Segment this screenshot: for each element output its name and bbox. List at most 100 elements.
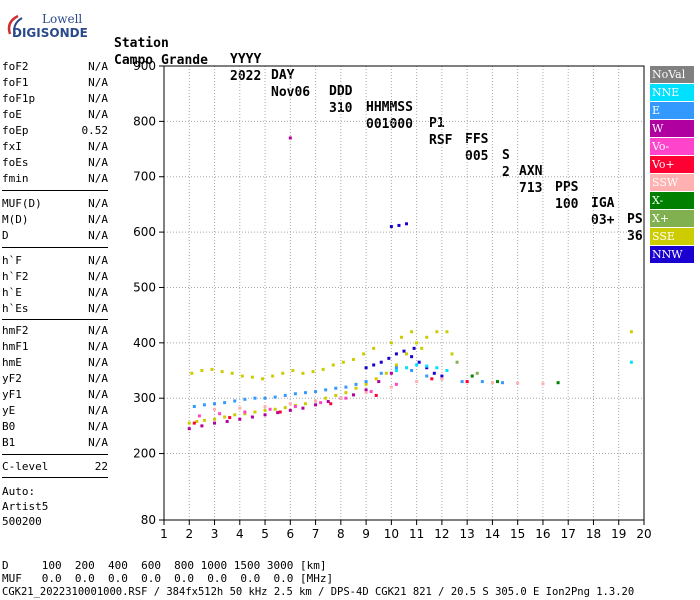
param-value: N/A — [88, 172, 108, 185]
data-point — [314, 399, 318, 403]
c-level-row: C-level 22 — [2, 459, 108, 474]
legend-item-e: E — [650, 102, 694, 119]
param-name: MUF(D) — [2, 197, 42, 210]
param-value: N/A — [88, 108, 108, 121]
data-point — [263, 413, 267, 417]
auto-label: Auto: — [2, 485, 36, 498]
data-point — [379, 371, 383, 375]
param-name: fmin — [2, 172, 29, 185]
x-tick-label: 15 — [510, 527, 525, 541]
y-tick-label: 400 — [133, 336, 156, 350]
header-label-p1: P1 — [429, 116, 445, 131]
param-name: B1 — [2, 436, 16, 449]
data-point — [213, 421, 217, 425]
data-point — [288, 402, 292, 406]
data-point — [233, 399, 237, 403]
series-e — [192, 366, 505, 408]
header-value-axn: 713 — [519, 181, 543, 196]
data-point — [291, 369, 295, 373]
data-point — [341, 360, 345, 364]
param-row: yF2 N/A — [2, 371, 108, 386]
data-point — [344, 385, 348, 389]
data-point — [364, 388, 368, 392]
legend-item-ssw: SSW — [650, 174, 694, 191]
series-nne — [394, 360, 633, 373]
data-point — [374, 377, 378, 381]
param-row: hmE N/A — [2, 355, 108, 370]
data-point — [213, 417, 217, 421]
y-tick-label: 600 — [133, 225, 156, 239]
series-nnw — [364, 222, 444, 378]
y-tick-label: 900 — [133, 59, 156, 73]
param-row: h`F2 N/A — [2, 269, 108, 284]
data-point — [324, 396, 328, 400]
param-row: h`F N/A — [2, 253, 108, 268]
legend-item-nne: NNE — [650, 84, 694, 101]
divider — [2, 454, 108, 455]
param-value: N/A — [88, 388, 108, 401]
data-point — [228, 416, 232, 420]
data-point — [480, 380, 484, 384]
data-point — [187, 421, 191, 425]
param-row: foE N/A — [2, 107, 108, 122]
data-point — [250, 415, 254, 419]
data-point — [379, 360, 383, 364]
data-point — [410, 330, 414, 334]
data-point — [200, 369, 204, 373]
param-name: foF1p — [2, 92, 36, 105]
data-point — [281, 371, 285, 375]
param-row: hmF2 N/A — [2, 323, 108, 338]
data-point — [225, 419, 229, 423]
param-row: yE N/A — [2, 403, 108, 418]
data-point — [276, 411, 280, 415]
data-point — [432, 371, 436, 375]
data-point — [202, 403, 206, 407]
param-name: D — [2, 229, 9, 242]
param-name: foE — [2, 108, 22, 121]
data-point — [324, 388, 328, 392]
data-point — [372, 363, 376, 367]
data-point — [435, 330, 439, 334]
data-point — [197, 414, 201, 418]
param-value: N/A — [88, 420, 108, 433]
legend-item-vo-: Vo- — [650, 138, 694, 155]
data-point — [351, 357, 355, 361]
data-point — [541, 382, 545, 386]
param-value: N/A — [88, 140, 108, 153]
data-point — [230, 371, 234, 375]
data-point — [394, 366, 398, 370]
data-point — [303, 391, 307, 395]
header-label-ddd: DDD — [329, 84, 353, 99]
param-value: N/A — [88, 254, 108, 267]
param-name: foEs — [2, 156, 29, 169]
series-x- — [455, 360, 479, 375]
plot-axes: 1 2 3 4 5 6 7 8 9 10 11 12 13 14 15 16 17 18 19 20802003004… — [133, 59, 652, 541]
footer-file-info: CGK21_2022310001000.RSF / 384fx512h 50 k… — [2, 586, 635, 598]
data-point — [344, 396, 348, 400]
autoscaling-info: Auto: Artist5 500200 — [2, 484, 48, 529]
data-point — [263, 408, 267, 412]
header-value-day: Nov06 — [271, 85, 311, 100]
data-point — [364, 366, 368, 370]
param-value: N/A — [88, 156, 108, 169]
data-point — [334, 393, 338, 397]
param-row: h`E N/A — [2, 285, 108, 300]
data-point — [192, 421, 196, 425]
digisonde-logo: Lowell DIGISONDE — [2, 12, 110, 42]
data-point — [334, 386, 338, 390]
data-point — [389, 225, 393, 229]
divider — [2, 319, 108, 320]
header-value-ps: 36 — [627, 229, 643, 244]
data-point — [301, 371, 305, 375]
x-tick-label: 2 — [185, 527, 193, 541]
data-point — [389, 385, 393, 389]
param-value: N/A — [88, 92, 108, 105]
logo-text-digisonde: DIGISONDE — [12, 26, 88, 40]
data-point — [389, 341, 393, 345]
data-point — [354, 386, 358, 390]
legend-item-nnw: NNW — [650, 246, 694, 263]
header-value-hhmmss: 001000 — [366, 117, 413, 132]
data-point — [288, 408, 292, 412]
param-value: N/A — [88, 436, 108, 449]
data-point — [192, 405, 196, 408]
